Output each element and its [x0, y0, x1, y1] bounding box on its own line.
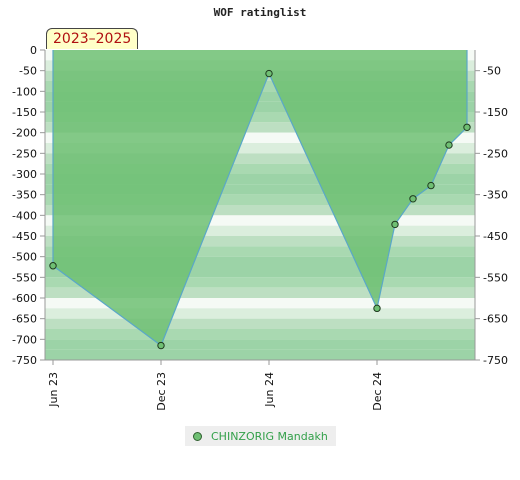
x-tick-label: Dec 23 — [155, 372, 168, 411]
points-layer — [49, 69, 471, 350]
y-tick-label: -650 — [12, 313, 37, 326]
grid-band — [45, 225, 475, 236]
grid-band — [45, 122, 475, 133]
x-axis: Jun 23 Dec 23 Jun 24 Dec 24 — [45, 359, 475, 411]
y-tick-label: -250 — [483, 147, 508, 160]
date-range-badge: 2023–2025 — [46, 28, 139, 49]
series-area — [53, 50, 467, 346]
data-point[interactable] — [463, 123, 471, 131]
y-tick-label: -300 — [12, 168, 37, 181]
grid-band — [45, 349, 475, 360]
grid-band — [45, 277, 475, 288]
grid-band — [45, 143, 475, 154]
y-tick-label: -450 — [483, 230, 508, 243]
y-tick-label: -700 — [12, 333, 37, 346]
grid-band — [45, 318, 475, 329]
grid-band — [45, 215, 475, 226]
data-point[interactable] — [427, 181, 435, 190]
y-tick-label: -750 — [483, 354, 508, 367]
y-tick-label: -350 — [12, 189, 37, 202]
y-tick-label: -150 — [483, 106, 508, 119]
grid-band — [45, 256, 475, 267]
grid-band — [45, 308, 475, 319]
grid-band — [45, 194, 475, 205]
data-point[interactable] — [265, 69, 273, 78]
y-tick-label: -100 — [12, 85, 37, 98]
chart-title: WOF ratinglist — [214, 6, 307, 19]
grid-band — [45, 174, 475, 185]
y-tick-label: -600 — [12, 292, 37, 305]
x-tick-label: Jun 23 — [47, 372, 60, 408]
data-point[interactable] — [49, 262, 57, 270]
x-tick-label: Jun 24 — [263, 372, 276, 408]
grid-band — [45, 112, 475, 123]
grid-band — [45, 132, 475, 143]
data-point[interactable] — [157, 341, 165, 350]
data-point[interactable] — [445, 141, 453, 149]
grid-band — [45, 298, 475, 309]
y-tick-label: -500 — [12, 251, 37, 264]
y-tick-label: -550 — [12, 271, 37, 284]
grid-band — [45, 184, 475, 195]
y-tick-label: -650 — [483, 313, 508, 326]
grid-band — [45, 153, 475, 164]
grid-band — [45, 267, 475, 278]
y-tick-label: -450 — [12, 230, 37, 243]
legend-swatch — [193, 431, 202, 441]
data-point[interactable] — [373, 304, 381, 313]
y-tick-label: -50 — [483, 65, 501, 78]
grid-band — [45, 329, 475, 340]
data-point[interactable] — [391, 220, 399, 229]
grid-band — [45, 163, 475, 174]
grid-band — [45, 287, 475, 298]
legend[interactable]: CHINZORIG Mandakh — [185, 426, 336, 446]
grid-band — [45, 236, 475, 247]
grid-band — [45, 101, 475, 112]
y-tick-label: 0 — [30, 44, 37, 57]
x-tick-label: Dec 24 — [371, 372, 384, 411]
grid-band — [45, 205, 475, 216]
y-axis-right: -50 -150 -250 -350 -450 -550 -650 -750 — [474, 50, 508, 367]
y-tick-label: -50 — [19, 65, 37, 78]
y-tick-label: -150 — [12, 106, 37, 119]
y-tick-label: -350 — [483, 189, 508, 202]
grid-band — [45, 246, 475, 257]
legend-label: CHINZORIG Mandakh — [211, 429, 328, 443]
y-tick-label: -250 — [12, 147, 37, 160]
grid-band — [45, 339, 475, 350]
y-tick-label: -750 — [12, 354, 37, 367]
y-tick-label: -400 — [12, 209, 37, 222]
data-point[interactable] — [409, 195, 417, 203]
y-tick-label: -200 — [12, 127, 37, 140]
y-tick-label: -550 — [483, 271, 508, 284]
y-axis-left: 0 -50 -100 -150 -200 -250 -300 -350 -400 -450 -500… — [12, 44, 46, 367]
